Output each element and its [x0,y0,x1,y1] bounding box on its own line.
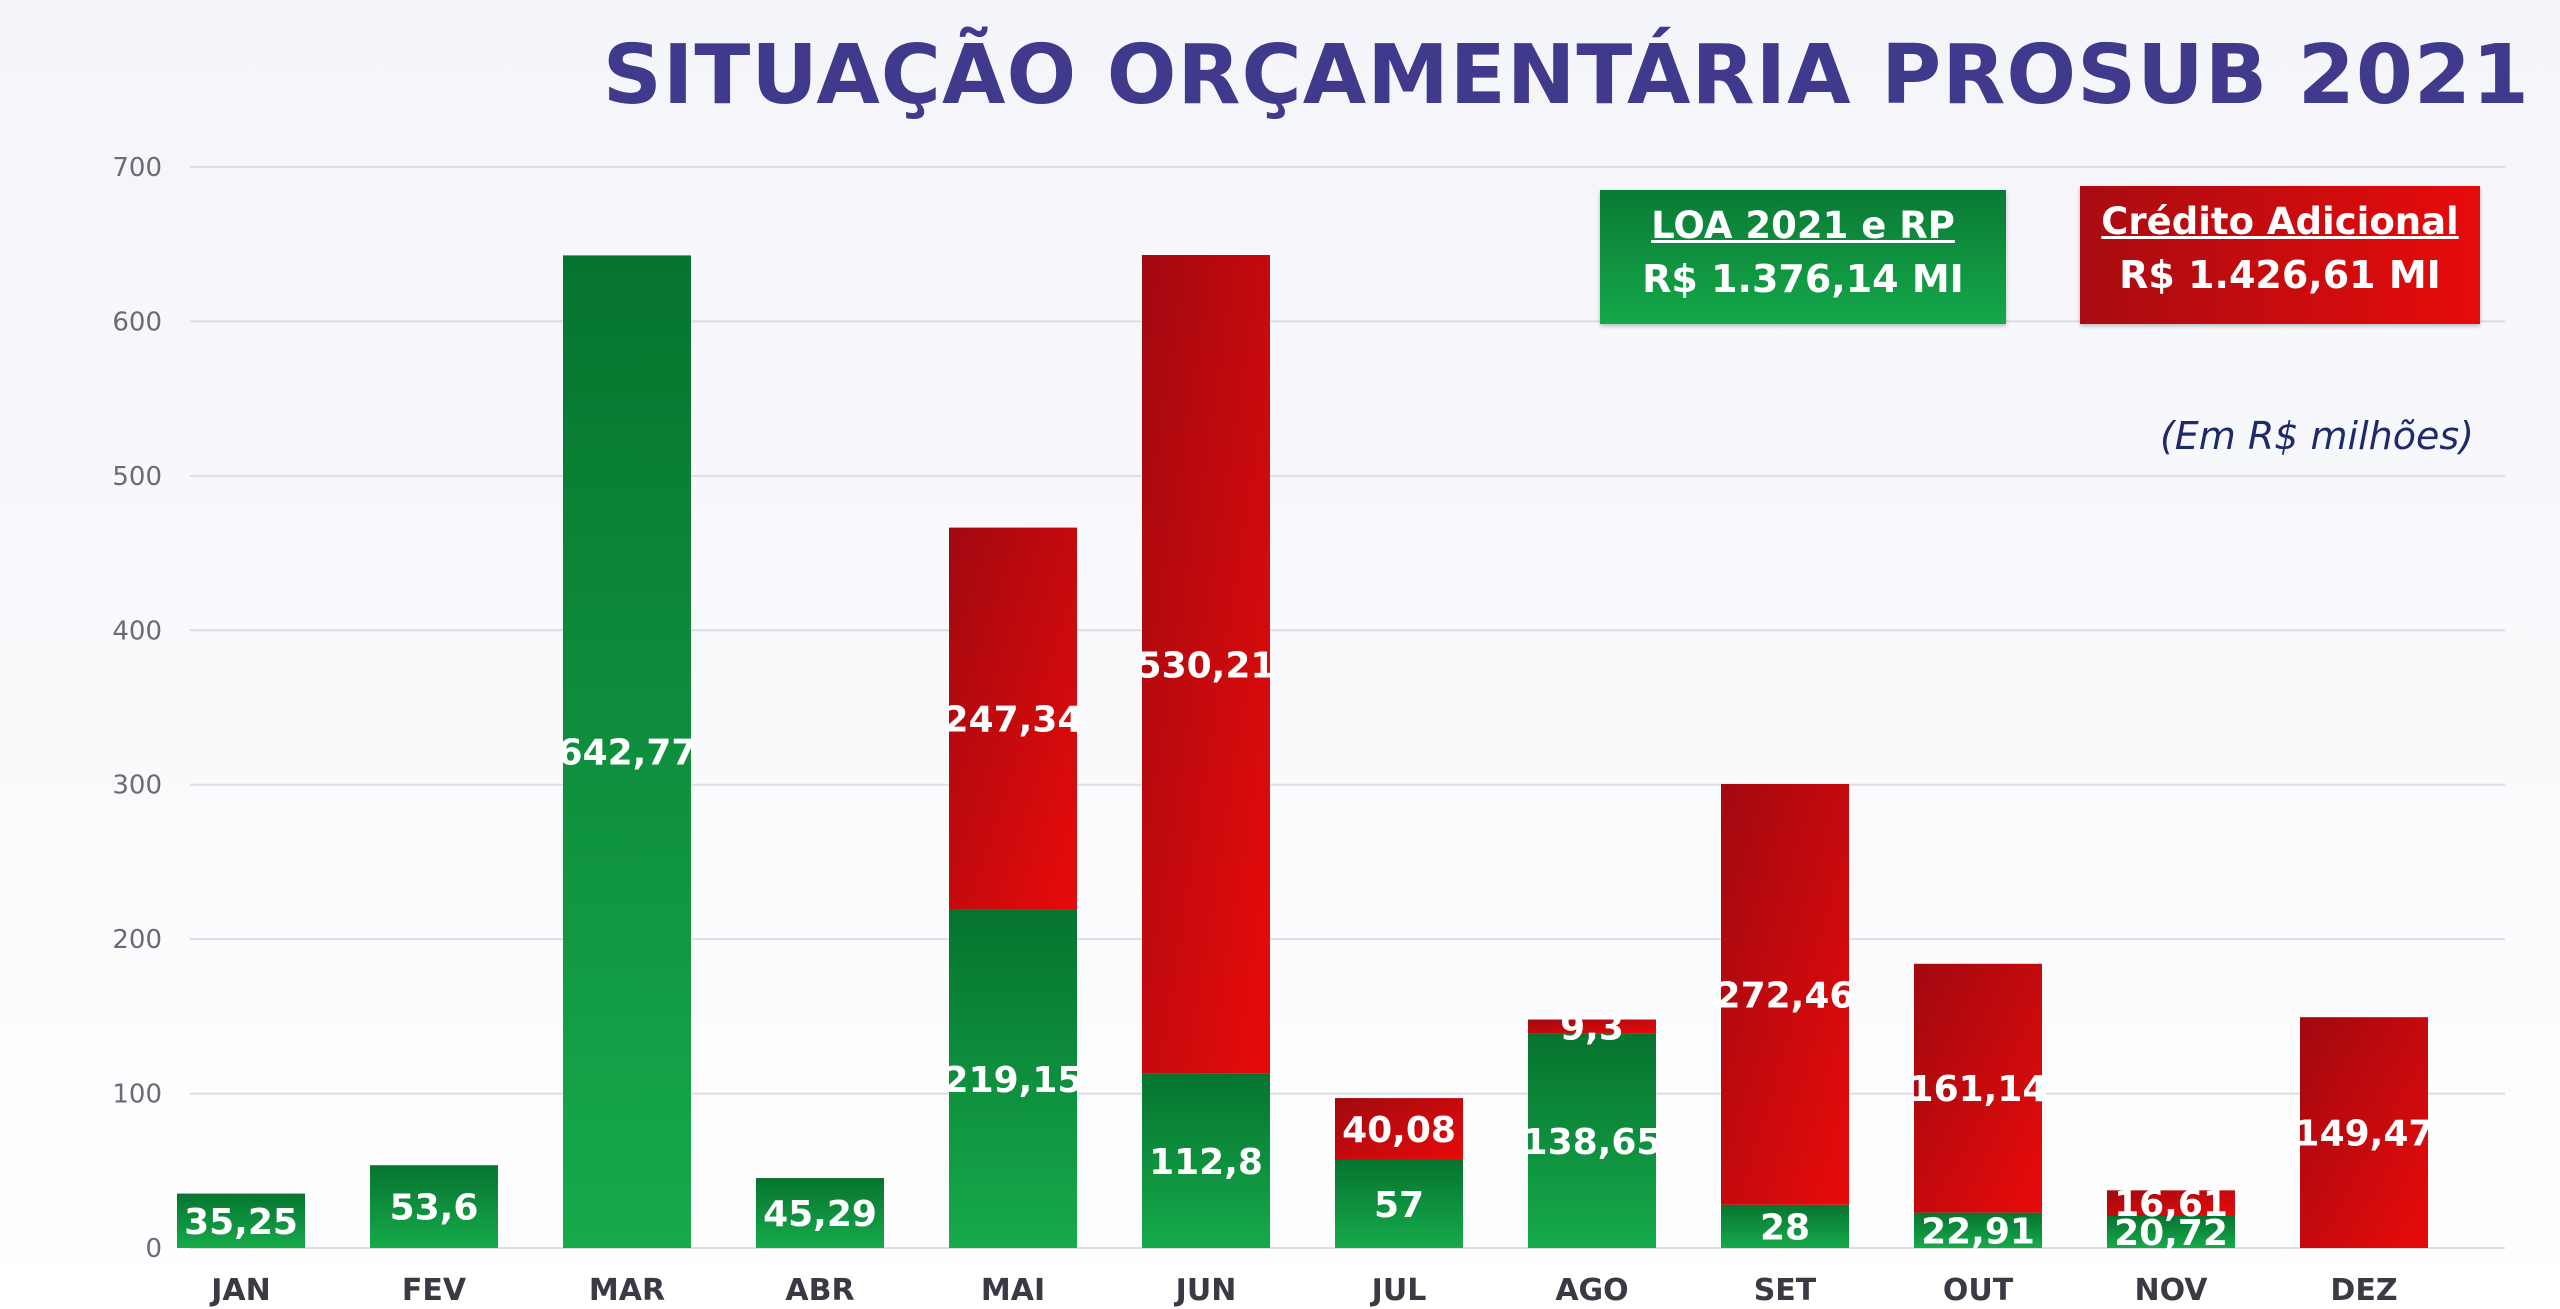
units-note: (Em R$ milhões) [2159,414,2474,458]
bar-credito [949,527,1077,910]
bar-credito [1914,963,2042,1213]
data-label-loa: 219,15 [944,1060,1083,1101]
bar-credito [1528,1019,1656,1034]
y-tick-label: 0 [145,1234,162,1264]
x-tick-label: FEV [402,1273,467,1308]
data-label-credito: 16,61 [2114,1184,2228,1225]
bar-credito [1142,255,1270,1074]
bar-credito [1335,1098,1463,1160]
bar-loa [2107,1216,2235,1248]
legend-credito-label: Crédito Adicional [2101,200,2459,243]
data-label-loa: 138,65 [1523,1122,1662,1163]
y-tick-label: 500 [112,462,162,492]
data-label-credito: 161,14 [1909,1069,2048,1110]
data-label-loa: 22,91 [1921,1211,2035,1252]
data-label-loa: 53,6 [390,1188,479,1229]
x-tick-label: JUN [1174,1273,1237,1308]
gridlines [190,166,2505,1249]
y-tick-label: 200 [112,925,162,955]
data-label-credito: 272,46 [1716,975,1855,1016]
x-axis: JAN FEV MAR ABR MAI JUN JUL AGO SET OUT NOV DEZ [209,1273,2397,1308]
bar-loa [1142,1073,1270,1248]
page-title: SITUAÇÃO ORÇAMENTÁRIA PROSUB 2021 [602,28,2530,123]
data-label-loa: 112,8 [1149,1142,1263,1183]
data-label-credito: 530,21 [1137,645,1276,686]
legend-credito-value: R$ 1.426,61 MI [2119,253,2441,297]
legend-loa-label: LOA 2021 e RP [1651,204,1955,247]
data-label-credito: 40,08 [1342,1110,1456,1151]
data-label-loa: 28 [1760,1207,1810,1248]
x-tick-label: MAI [981,1273,1045,1308]
data-label-loa: 642,77 [558,733,697,774]
data-label-loa: 35,25 [184,1202,298,1243]
x-tick-label: ABR [785,1273,854,1308]
bar-credito [2107,1190,2235,1217]
x-tick-label: NOV [2134,1273,2208,1308]
bar-loa [949,909,1077,1248]
bar-loa [756,1178,884,1248]
x-tick-label: DEZ [2330,1273,2397,1308]
y-tick-label: 100 [112,1080,162,1110]
bar-loa [1914,1212,2042,1248]
x-tick-label: AGO [1555,1273,1628,1308]
legend-credito: Crédito Adicional R$ 1.426,61 MI [2080,186,2480,324]
legend-loa: LOA 2021 e RP R$ 1.376,14 MI [1600,190,2006,324]
x-tick-label: MAR [589,1273,665,1308]
data-label-credito: 247,34 [944,700,1083,741]
legend-loa-value: R$ 1.376,14 MI [1642,257,1964,301]
x-tick-label: SET [1754,1273,1817,1308]
bars: 35,25 53,6 642,77 45,29 219,15 247,34 112,8 530… [177,255,2433,1254]
y-tick-label: 700 [112,153,162,183]
data-label-credito: 9,3 [1560,1008,1624,1049]
bar-loa [1335,1159,1463,1248]
x-tick-label: JAN [209,1273,271,1308]
y-tick-label: 600 [112,307,162,337]
data-label-loa: 20,72 [2114,1213,2228,1254]
bar-loa [563,255,691,1249]
bar-credito [2300,1017,2428,1248]
x-tick-label: OUT [1943,1273,2014,1308]
y-tick-label: 400 [112,616,162,646]
y-tick-label: 300 [112,771,162,801]
bar-credito [1721,784,1849,1205]
bar-loa [1721,1204,1849,1248]
bar-loa [177,1193,305,1248]
data-label-loa: 45,29 [763,1194,877,1235]
data-label-credito: 149,47 [2295,1114,2434,1155]
bar-loa [1528,1033,1656,1248]
y-axis: 0 100 200 300 400 500 600 700 [112,153,162,1264]
x-tick-label: JUL [1370,1273,1427,1308]
data-label-loa: 57 [1374,1185,1424,1226]
bar-loa [370,1165,498,1248]
